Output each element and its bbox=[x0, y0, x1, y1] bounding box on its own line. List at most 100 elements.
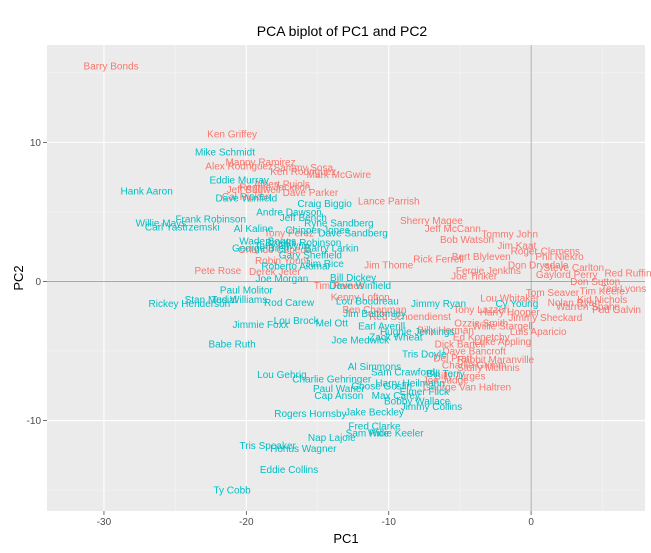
point-label: Tris Doyle bbox=[402, 349, 447, 360]
point-label: Earl Averill bbox=[358, 321, 405, 332]
point-label: Jeff McCann bbox=[425, 224, 481, 235]
point-label: Ben Chapman bbox=[343, 305, 407, 316]
point-label: Ted Williams bbox=[211, 295, 267, 306]
point-label: Steve Carlton bbox=[544, 263, 605, 274]
point-label: Ken Griffey bbox=[207, 130, 257, 141]
point-label: Rabbit Maranville bbox=[457, 355, 535, 366]
point-label: Dave Bancroft bbox=[442, 347, 506, 358]
point-label: Harry Heilmann bbox=[375, 379, 444, 390]
point-label: Barry Bonds bbox=[84, 61, 139, 72]
point-label: Jimmy Sheckard bbox=[508, 313, 582, 324]
point-label: Roberto Alomar bbox=[261, 262, 331, 273]
point-label: Rickey Henderson bbox=[149, 299, 231, 310]
point-label: Kenny Lofton bbox=[331, 292, 390, 303]
point-label: Cap Anson bbox=[314, 391, 363, 402]
point-label: Phil Niekro bbox=[535, 252, 584, 263]
point-label: Babe Ruth bbox=[208, 340, 255, 351]
point-label: Ty Cobb bbox=[213, 486, 251, 497]
x-tick-label: -20 bbox=[239, 517, 254, 528]
point-label: Honus Wagner bbox=[270, 444, 337, 455]
point-label: Joe Judge bbox=[423, 376, 470, 387]
point-label: Wade Boggs bbox=[239, 237, 296, 248]
point-label: Tommy John bbox=[481, 230, 538, 241]
point-label: Willie Stargell bbox=[472, 321, 533, 332]
point-label: Dave Parker bbox=[283, 188, 339, 199]
y-tick-label: 0 bbox=[35, 277, 41, 288]
data-points: Barry Bonds Ken Griffey Manny RamirezSammy… bbox=[84, 61, 651, 496]
point-label: Don Sutton bbox=[570, 277, 620, 288]
x-tick-label: -30 bbox=[97, 517, 112, 528]
point-label: Mark McGwire bbox=[307, 170, 372, 181]
point-label: Charlie Gehringer bbox=[292, 374, 372, 385]
point-label: Al Kaline bbox=[234, 224, 274, 235]
point-label: Jim Kaat bbox=[497, 241, 536, 252]
point-label: Tris Speaker bbox=[240, 441, 297, 452]
point-label: Nap Lajoie bbox=[308, 433, 356, 444]
point-label: Dave Sandberg bbox=[318, 228, 388, 239]
point-label: Bill Dickey bbox=[330, 273, 376, 284]
point-label: Don Drysdale bbox=[508, 260, 569, 271]
point-label: Bert Blyleven bbox=[452, 252, 511, 263]
point-label: Fred Clarke bbox=[348, 422, 401, 433]
point-label: Jim Rice bbox=[305, 259, 344, 270]
point-label: Pud Galvin bbox=[592, 305, 641, 316]
point-label: Jim Bottomley bbox=[343, 309, 406, 320]
point-label: Willie Keeler bbox=[368, 429, 424, 440]
point-label: Stuffy McInnis bbox=[457, 363, 520, 374]
point-label: Rod Carew bbox=[264, 298, 315, 309]
chart-title: PCA biplot of PC1 and PC2 bbox=[257, 23, 428, 39]
point-label: Red Schoendienst bbox=[369, 312, 451, 323]
point-label: Sammy Sosa bbox=[274, 163, 334, 174]
point-label: Reggie Jackson bbox=[239, 182, 310, 193]
reference-lines bbox=[47, 45, 645, 511]
point-label: Harry Hooper bbox=[480, 308, 541, 319]
point-label: Bobby Wallace bbox=[384, 397, 451, 408]
point-label: Paul Waner bbox=[313, 384, 366, 395]
point-label: Bob Watson bbox=[440, 235, 494, 246]
point-label: Jimmy Ryan bbox=[411, 299, 466, 310]
point-label: Pete Rose bbox=[195, 266, 242, 277]
point-label: Jeff Bench bbox=[280, 213, 327, 224]
point-label: Gary Sheffield bbox=[279, 251, 342, 262]
point-label: Jake Beckley bbox=[345, 408, 404, 419]
point-label: Mike Schmidt bbox=[195, 148, 255, 159]
point-label: Robin Yount bbox=[255, 256, 309, 267]
point-label: Lance Parrish bbox=[358, 196, 420, 207]
point-label: Ozzie Smith bbox=[454, 319, 508, 330]
point-label: Lou Gehrig bbox=[257, 370, 306, 381]
point-label: Lou Whitaker bbox=[480, 294, 540, 305]
point-label: Joe Tinker bbox=[451, 271, 498, 282]
point-label: Ryne Sandberg bbox=[304, 219, 374, 230]
point-label: Carl Yastrzemski bbox=[145, 223, 220, 234]
point-label: Gaylord Perry bbox=[536, 270, 598, 281]
point-label: Eddie Murray bbox=[209, 175, 268, 186]
point-label: Jeff Bagwell bbox=[227, 185, 281, 196]
point-label: Derek Jeter bbox=[249, 267, 301, 278]
point-label: Dave Winfield bbox=[215, 194, 277, 205]
point-label: Ed Konetchy bbox=[453, 333, 510, 344]
point-label: Hank Aaron bbox=[121, 187, 173, 198]
point-label: Chipper Jones bbox=[285, 226, 349, 237]
point-label: Sherry Magee bbox=[400, 216, 463, 227]
y-tick-label: -10 bbox=[27, 416, 42, 427]
point-label: Max Carey bbox=[372, 391, 420, 402]
minor-grid bbox=[47, 45, 645, 511]
x-axis-title: PC1 bbox=[333, 531, 358, 546]
point-label: Kid Nichols bbox=[577, 295, 627, 306]
point-label: Craig Biggio bbox=[297, 199, 352, 210]
point-label: Orlando Cepeda bbox=[238, 245, 312, 256]
point-label: Jimmie Foxx bbox=[233, 320, 289, 331]
point-label: Goose Goslin bbox=[351, 381, 412, 392]
point-label: Bill Terry bbox=[427, 369, 465, 380]
point-label: Billy Herman bbox=[417, 326, 474, 337]
point-label: Tom Seaver bbox=[526, 288, 580, 299]
point-label: Warren Spahn bbox=[556, 302, 620, 313]
y-axis-ticks: -10 0 10 bbox=[27, 138, 47, 427]
x-axis-ticks: -30 -20 -10 0 bbox=[97, 511, 534, 528]
plot-panel bbox=[47, 45, 645, 511]
point-label: Joe Morgan bbox=[256, 274, 309, 285]
point-label: Rogers Hornsby bbox=[274, 409, 346, 420]
y-axis-title: PC2 bbox=[11, 265, 26, 290]
point-label: Albert Pujols bbox=[254, 180, 310, 191]
